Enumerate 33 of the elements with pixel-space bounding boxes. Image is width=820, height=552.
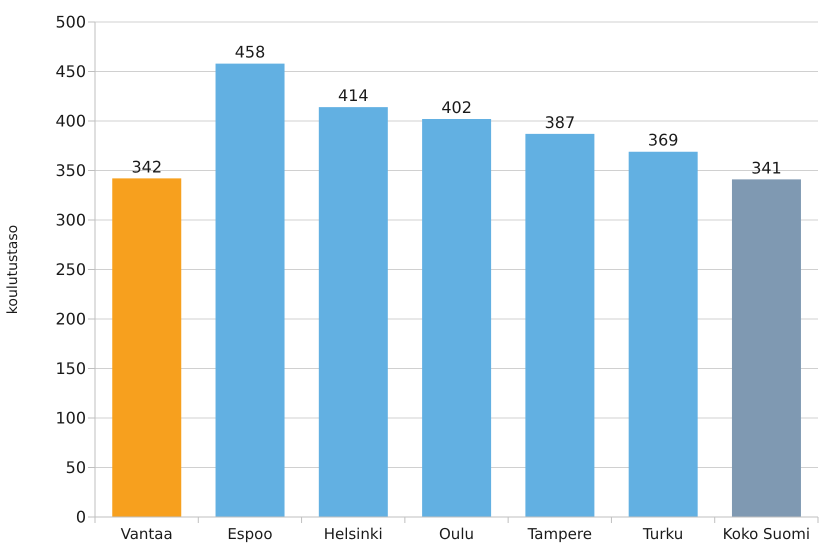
x-tick-label: Koko Suomi (722, 525, 810, 543)
data-label: 414 (338, 86, 369, 106)
y-tick-label: 300 (55, 210, 86, 230)
x-tick-label: Tampere (526, 525, 592, 543)
data-label: 342 (131, 157, 162, 176)
bar (525, 134, 594, 517)
data-label: 369 (648, 130, 678, 150)
y-tick-label: 200 (55, 310, 86, 329)
y-tick-label: 50 (66, 458, 86, 478)
y-tick-label: 350 (55, 161, 86, 180)
x-tick-label: Oulu (439, 525, 474, 543)
data-label: 402 (441, 98, 472, 118)
y-tick-label: 100 (55, 408, 86, 428)
y-tick-label: 400 (55, 112, 86, 131)
bar (628, 152, 698, 517)
x-tick-label: Turku (642, 525, 684, 543)
y-axis-title: koulutustaso (4, 224, 21, 314)
x-tick-label: Vantaa (120, 525, 173, 543)
bar (318, 107, 388, 517)
data-label: 458 (234, 42, 266, 62)
data-label: 341 (751, 158, 782, 178)
y-tick-label: 450 (55, 62, 86, 82)
bar (732, 179, 801, 517)
y-tick-label: 250 (55, 260, 86, 280)
data-label: 387 (544, 112, 576, 132)
y-tick-label: 0 (76, 508, 86, 527)
y-tick-label: 150 (55, 359, 86, 378)
bar (216, 64, 285, 517)
bar (422, 119, 492, 517)
bar (112, 178, 182, 517)
x-tick-label: Espoo (227, 525, 273, 543)
y-tick-label: 500 (55, 12, 86, 32)
x-tick-label: Helsinki (324, 525, 383, 543)
